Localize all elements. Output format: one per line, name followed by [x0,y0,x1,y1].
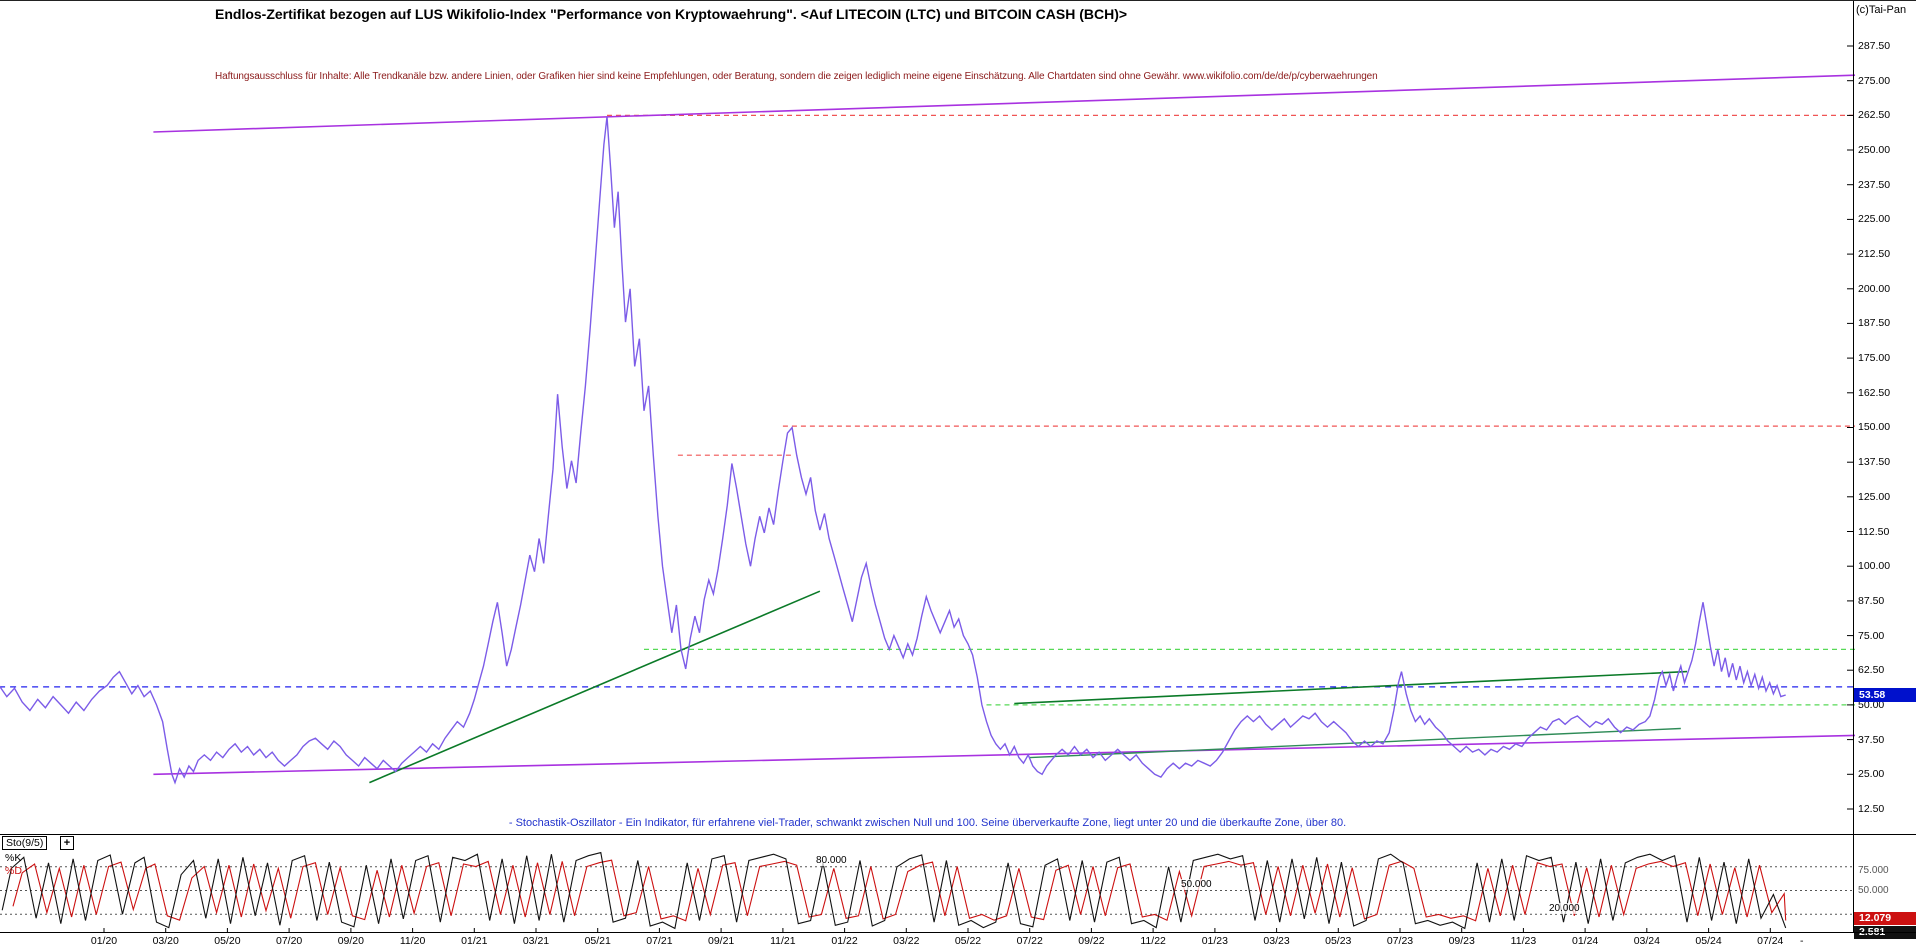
date-axis[interactable]: 01/20 03/20 05/20 07/20 09/20 11/20 01/21 03/21… [0,935,1916,948]
main-price-chart[interactable] [0,1,1855,834]
disclaimer-text: Haftungsausschluss für Inhalte: Alle Tre… [215,71,1378,82]
price-tick-label: 275.00 [1858,74,1891,87]
date-tick-label: 09/20 [337,935,364,947]
date-tick-label: 03/24 [1633,935,1660,947]
price-tick-label: 287.50 [1858,40,1891,52]
price-tick-label: 150.00 [1858,421,1891,434]
date-tick-label: 09/21 [707,935,735,947]
date-tick-label: 05/23 [1325,935,1352,947]
indicator-name: Sto(9/5) [6,837,44,849]
price-tick-label: 62.50 [1858,664,1885,677]
date-tick-label: 01/20 [90,935,118,947]
date-tick-label: 03/21 [522,935,550,947]
trend-line-upper-channel [153,74,1855,133]
price-tick-label: 212.50 [1858,248,1891,261]
last-price-badge: 53.58 [1854,688,1916,702]
chart-title: Endlos-Zertifikat bezogen auf LUS Wikifo… [215,6,1128,22]
x-axis-line [0,932,1916,933]
price-tick-label: 25.00 [1858,768,1885,781]
price-tick-label: 12.50 [1858,802,1885,815]
price-tick-label: 137.50 [1858,456,1891,469]
trend-line-uptrend-2020-2021 [369,590,821,784]
date-tick-label: 03/22 [893,935,920,947]
date-tick-label: 07/23 [1386,935,1414,947]
stochastic-oscillator-chart[interactable] [0,849,1855,933]
date-tick-label: 05/20 [214,935,241,947]
date-tick-label: 05/21 [584,935,611,947]
date-tick-label: 11/22 [1140,935,1166,947]
date-tick-label: 07/22 [1016,935,1043,947]
price-tick-label: 162.50 [1858,386,1891,399]
price-tick-label: 37.50 [1858,733,1885,746]
date-tick-label: 01/22 [831,935,858,947]
copyright-label: (c)Tai-Pan [1856,4,1907,16]
date-tick-label: 09/22 [1078,935,1105,947]
osc-scale-label-75: 75.000 [1858,865,1889,876]
date-tick-label: 07/21 [646,935,673,947]
date-tick-label: 01/21 [461,935,488,947]
price-tick-label: 237.50 [1858,178,1891,191]
axis-separator-line [1853,1,1854,932]
date-tick-label: 05/22 [954,935,982,947]
trend-line-resistance-2022-2024 [1014,670,1688,705]
percent-k-label: %K [5,852,22,864]
osc-level-label-20: 20.000 [1548,903,1581,914]
date-axis-trailing-mark: - [1800,935,1804,947]
price-tick-label: 87.50 [1858,594,1885,607]
price-axis[interactable]: 287.50 275.00 262.50 250.00 237.50 225.00 212.… [1856,1,1916,932]
panel-separator-line [0,834,1916,835]
date-tick-label: 01/23 [1201,935,1228,947]
indicator-label-box[interactable]: Sto(9/5) [2,836,48,850]
percent-k-line [1,851,1787,930]
date-tick-label: 03/20 [152,935,179,947]
trend-line-lower-channel [153,734,1855,776]
percent-d-line [12,859,1787,922]
date-tick-label: 09/23 [1448,935,1475,947]
date-tick-label: 07/20 [276,935,303,947]
date-tick-label: 11/23 [1510,935,1537,947]
price-tick-label: 112.50 [1858,525,1890,538]
price-tick-label: 187.50 [1858,317,1891,330]
osc-scale-label-50: 50.000 [1858,885,1889,896]
oscillator-description: - Stochastik-Oszillator - Ein Indikator,… [508,817,1347,829]
price-tick-label: 262.50 [1858,109,1891,122]
indicator-expand-button[interactable]: + [60,836,74,850]
date-tick-label: 11/21 [770,935,796,947]
price-tick-label: 225.00 [1858,213,1891,226]
date-tick-label: 05/24 [1695,935,1722,947]
osc-level-label-50: 50.000 [1180,879,1213,890]
price-tick-label: 175.00 [1858,352,1891,365]
date-tick-label: 01/24 [1571,935,1599,947]
date-tick-label: 11/20 [399,935,426,947]
price-tick-label: 250.00 [1858,144,1891,157]
percent-d-value-badge: 12.079 [1854,912,1916,925]
osc-level-label-80: 80.000 [815,855,848,866]
date-tick-label: 07/24 [1757,935,1784,947]
price-tick-label: 100.00 [1858,560,1891,573]
price-tick-label: 200.00 [1858,282,1891,295]
price-line [0,116,1786,785]
percent-d-label: %D [5,865,22,877]
price-tick-label: 125.00 [1858,490,1891,503]
date-tick-label: 03/23 [1263,935,1290,947]
price-tick-label: 75.00 [1858,629,1885,642]
